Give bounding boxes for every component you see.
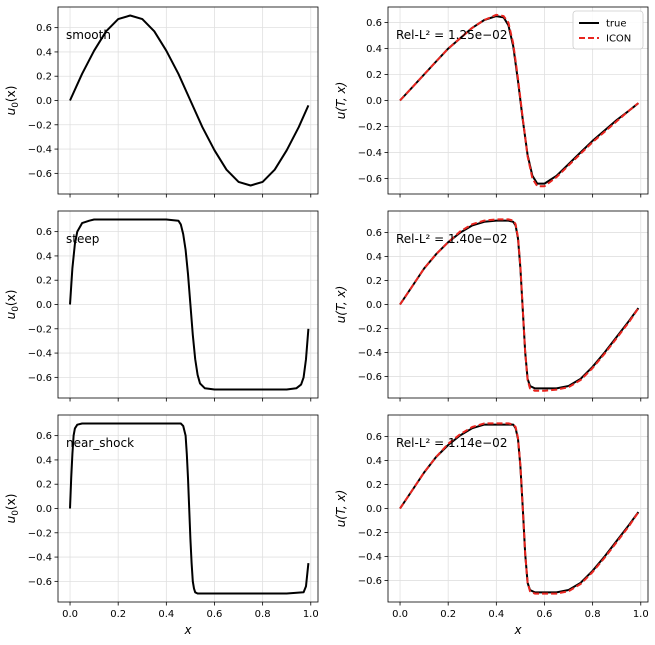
y-axis-label: u0(x) bbox=[4, 86, 21, 116]
panel-annotation: near_shock bbox=[66, 436, 134, 450]
y-tick-label: 0.0 bbox=[366, 300, 382, 311]
y-axis-label: u(T, x) bbox=[334, 286, 348, 324]
panel-annotation: steep bbox=[66, 232, 99, 246]
legend-box bbox=[572, 10, 644, 50]
x-tick-label: 0.4 bbox=[158, 609, 174, 620]
y-tick-label: 0.4 bbox=[366, 456, 382, 467]
series-line-u0 bbox=[69, 218, 310, 391]
y-tick-label: −0.2 bbox=[28, 120, 52, 131]
panel-6: 0.0 0.2 0.4 0.6 0.8 1.0 −0.6 −0.4 −0.2 0.0 0.2 0.4 0… bbox=[334, 414, 649, 637]
x-tick-label: 0.6 bbox=[537, 609, 553, 620]
y-tick-label: −0.4 bbox=[358, 148, 382, 159]
y-tick-label: −0.6 bbox=[358, 372, 382, 383]
panel-annotation: Rel-L² = 1.40e−02 bbox=[396, 232, 507, 246]
y-tick-label: 0.6 bbox=[366, 18, 382, 29]
series-line-icon bbox=[399, 422, 640, 595]
panel-annotation: Rel-L² = 1.14e−02 bbox=[396, 436, 507, 450]
y-tick-label: −0.6 bbox=[28, 373, 52, 384]
legend-label-icon: ICON bbox=[606, 34, 631, 45]
panel-annotation: Rel-L² = 1.25e−02 bbox=[396, 28, 507, 42]
y-tick-label: 0.6 bbox=[366, 228, 382, 239]
legend: true ICON bbox=[572, 10, 644, 50]
x-tick-label: 0.2 bbox=[110, 609, 126, 620]
y-tick-label: 0.0 bbox=[36, 504, 52, 515]
panel-5: 0.0 0.2 0.4 0.6 0.8 1.0 −0.6 −0.4 −0.2 0.0 0.2 0.4 0… bbox=[4, 414, 319, 637]
y-tick-label: 0.2 bbox=[36, 72, 52, 83]
y-tick-label: 0.2 bbox=[366, 276, 382, 287]
y-tick-label: 0.0 bbox=[36, 96, 52, 107]
panel-2: −0.6 −0.4 −0.2 0.0 0.2 0.4 0.6 u(T, x) Rel-L² = … bbox=[334, 6, 649, 198]
y-axis-label: u(T, x) bbox=[334, 490, 348, 528]
x-axis-label: x bbox=[183, 623, 192, 637]
series-line-u0 bbox=[69, 14, 310, 187]
y-tick-label: −0.2 bbox=[358, 122, 382, 133]
y-tick-label: −0.2 bbox=[358, 528, 382, 539]
panel-1: −0.6 −0.4 −0.2 0.0 0.2 0.4 0.6 u0(x) smooth bbox=[4, 6, 319, 198]
y-tick-label: −0.2 bbox=[28, 324, 52, 335]
series-line-icon bbox=[399, 13, 640, 188]
y-tick-label: 0.6 bbox=[36, 227, 52, 238]
x-tick-label: 1.0 bbox=[303, 609, 319, 620]
panel-annotation: smooth bbox=[66, 28, 111, 42]
x-tick-label: 0.8 bbox=[255, 609, 271, 620]
panel-3: −0.6 −0.4 −0.2 0.0 0.2 0.4 0.6 u0(x) steep bbox=[4, 210, 319, 402]
y-axis-label: u(T, x) bbox=[334, 82, 348, 120]
y-axis-label: u0(x) bbox=[4, 494, 21, 524]
y-tick-label: −0.4 bbox=[28, 553, 52, 564]
y-tick-label: 0.4 bbox=[36, 47, 52, 58]
x-tick-label: 0.0 bbox=[62, 609, 78, 620]
x-tick-label: 0.0 bbox=[392, 609, 408, 620]
y-tick-label: 0.0 bbox=[366, 504, 382, 515]
y-tick-label: 0.2 bbox=[36, 480, 52, 491]
y-tick-label: 0.2 bbox=[366, 70, 382, 81]
x-tick-label: 0.8 bbox=[585, 609, 601, 620]
y-tick-label: −0.4 bbox=[28, 349, 52, 360]
y-tick-label: 0.4 bbox=[36, 455, 52, 466]
series-line-icon bbox=[399, 218, 640, 392]
y-tick-label: 0.6 bbox=[366, 432, 382, 443]
x-axis-label: x bbox=[513, 623, 522, 637]
y-tick-label: −0.6 bbox=[358, 174, 382, 185]
y-tick-label: 0.2 bbox=[366, 480, 382, 491]
y-tick-label: 0.2 bbox=[36, 276, 52, 287]
y-tick-label: −0.6 bbox=[358, 576, 382, 587]
y-tick-label: 0.0 bbox=[36, 300, 52, 311]
y-tick-label: −0.4 bbox=[358, 348, 382, 359]
series-line-u0 bbox=[69, 422, 310, 595]
y-tick-label: 0.6 bbox=[36, 431, 52, 442]
y-tick-label: −0.2 bbox=[28, 528, 52, 539]
y-tick-label: 0.4 bbox=[366, 252, 382, 263]
x-tick-label: 0.4 bbox=[488, 609, 504, 620]
y-tick-label: 0.4 bbox=[36, 251, 52, 262]
y-tick-label: 0.0 bbox=[366, 96, 382, 107]
y-axis-label: u0(x) bbox=[4, 290, 21, 320]
y-tick-label: −0.6 bbox=[28, 169, 52, 180]
x-tick-label: 0.6 bbox=[207, 609, 223, 620]
y-tick-label: 0.6 bbox=[36, 23, 52, 34]
x-tick-label: 1.0 bbox=[633, 609, 649, 620]
y-tick-label: 0.4 bbox=[366, 44, 382, 55]
y-tick-label: −0.4 bbox=[28, 145, 52, 156]
y-tick-label: −0.6 bbox=[28, 577, 52, 588]
panel-4: −0.6 −0.4 −0.2 0.0 0.2 0.4 0.6 u(T, x) Rel-L² = … bbox=[334, 210, 649, 402]
x-tick-label: 0.2 bbox=[440, 609, 456, 620]
y-tick-label: −0.2 bbox=[358, 324, 382, 335]
y-tick-label: −0.4 bbox=[358, 552, 382, 563]
legend-label-true: true bbox=[606, 19, 627, 30]
